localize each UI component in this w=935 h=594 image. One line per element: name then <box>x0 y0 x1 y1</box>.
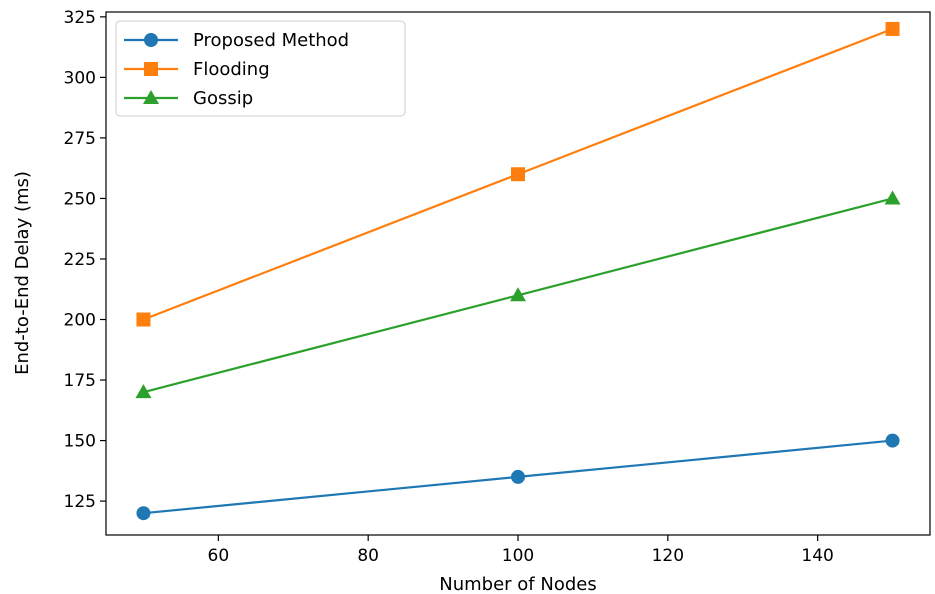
legend-marker <box>144 33 158 47</box>
legend-marker <box>144 62 158 76</box>
x-tick-label: 120 <box>652 546 684 566</box>
y-tick-label: 150 <box>64 432 96 452</box>
data-point <box>510 287 526 302</box>
x-tick-label: 100 <box>502 546 534 566</box>
x-tick-label: 140 <box>801 546 833 566</box>
y-tick-label: 200 <box>64 311 96 331</box>
legend-label: Proposed Method <box>193 30 349 51</box>
data-point <box>136 506 151 521</box>
x-axis-ticks: 60 80 100 120 140 <box>208 535 834 566</box>
data-point <box>135 384 152 399</box>
data-point <box>884 190 901 205</box>
y-tick-label: 325 <box>64 8 96 28</box>
legend-item: Gossip <box>124 88 253 109</box>
y-tick-label: 125 <box>64 492 96 512</box>
data-point <box>885 433 900 448</box>
series-layer <box>135 21 901 521</box>
series-triangle <box>135 190 901 399</box>
y-axis-label: End-to-End Delay (ms) <box>12 171 33 375</box>
y-tick-label: 275 <box>64 129 96 149</box>
y-tick-label: 300 <box>64 68 96 88</box>
x-axis-label: Number of Nodes <box>439 574 596 594</box>
data-point <box>136 312 151 327</box>
data-point <box>511 469 525 484</box>
legend-box <box>115 20 406 117</box>
y-tick-label: 225 <box>64 250 96 270</box>
legend-label: Flooding <box>193 59 270 80</box>
series-square <box>136 21 900 327</box>
x-tick-label: 80 <box>357 546 379 566</box>
legend-item: Proposed Method <box>124 30 349 51</box>
x-tick-label: 60 <box>208 546 230 566</box>
legend-marker <box>143 90 159 104</box>
legend-label: Gossip <box>193 88 253 109</box>
y-tick-label: 250 <box>64 189 96 209</box>
data-point <box>885 21 900 36</box>
y-axis-ticks: 125 150 175 200 225 250 275 300 325 <box>64 8 106 512</box>
legend-item: Flooding <box>124 59 270 80</box>
series-circle <box>136 433 900 521</box>
legend: Proposed Method Flooding Gossip <box>115 20 406 117</box>
data-point <box>511 167 525 182</box>
y-tick-label: 175 <box>64 371 96 391</box>
